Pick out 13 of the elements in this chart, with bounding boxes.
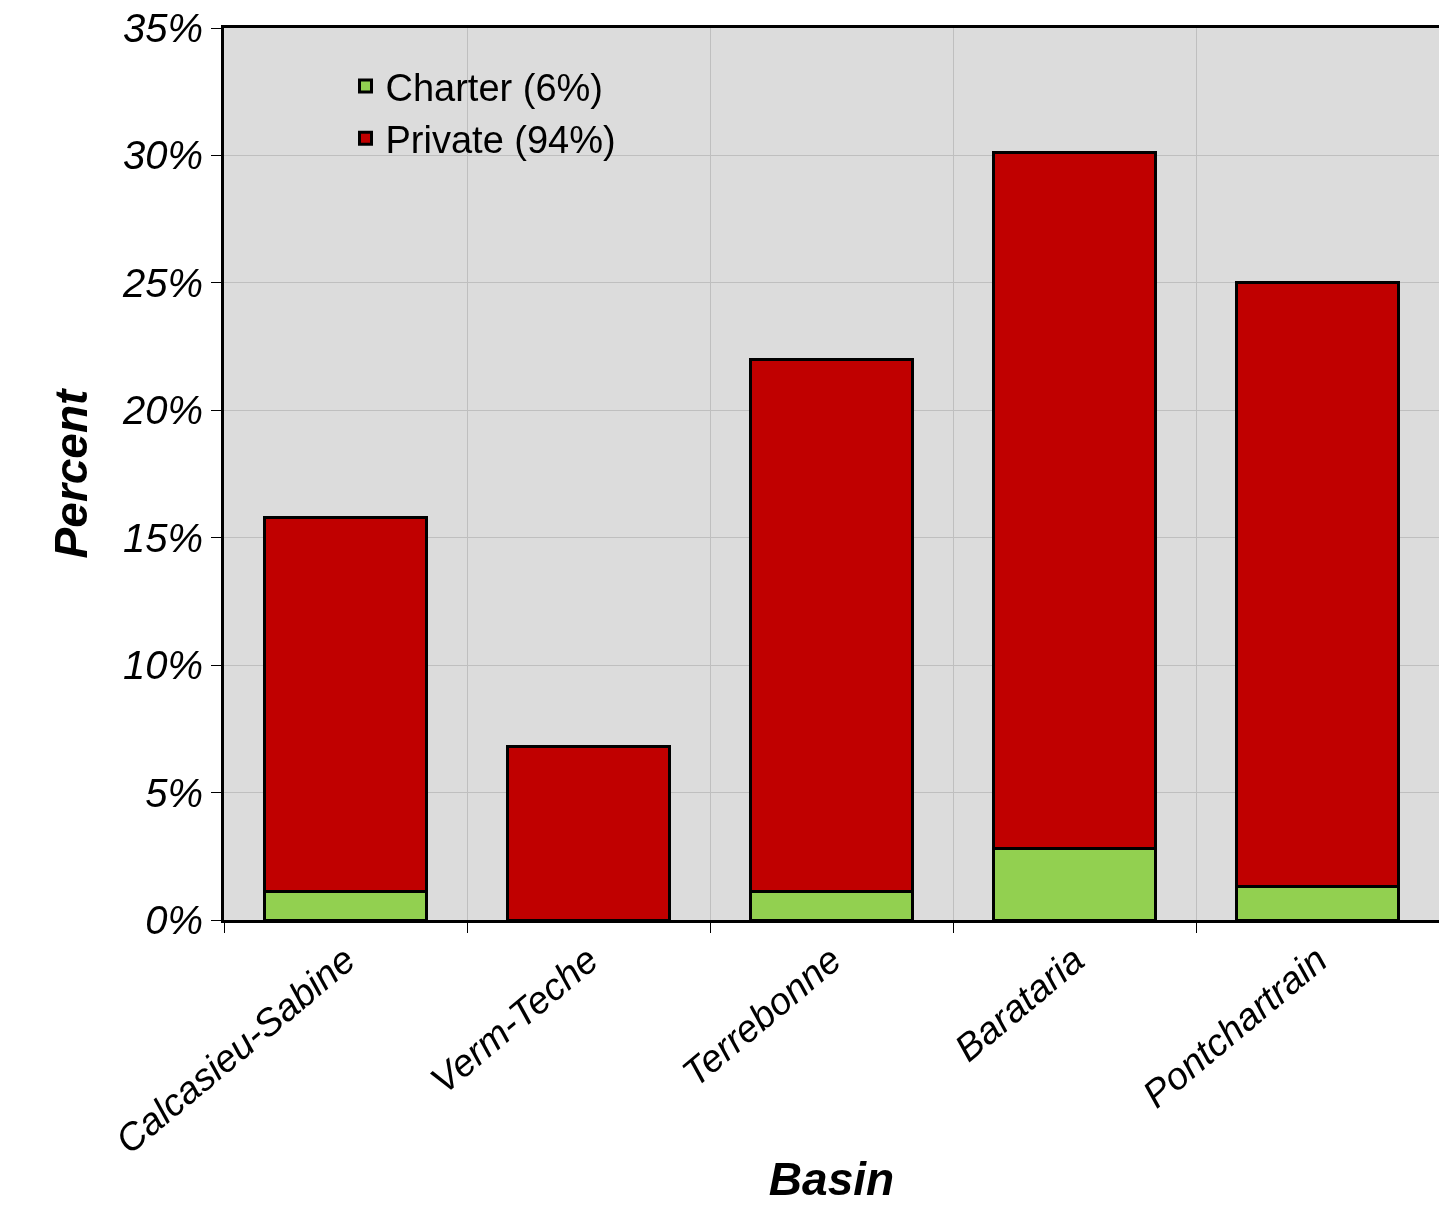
y-tick-label: 10% — [122, 643, 203, 688]
y-tick-label: 0% — [145, 898, 203, 942]
legend-label: Charter (6%) — [385, 66, 603, 109]
y-tick-label: 35% — [122, 6, 203, 50]
y-tick-label: 20% — [121, 388, 203, 433]
x-axis-title: Basin — [768, 1153, 895, 1205]
y-axis-title: Percent — [45, 387, 98, 559]
legend-label: Private (94%) — [385, 119, 616, 162]
y-tick-label: 25% — [121, 260, 203, 305]
y-tick-label: 15% — [122, 515, 203, 560]
y-tick-label: 5% — [145, 770, 203, 815]
y-tick-label: 30% — [122, 133, 203, 178]
bar — [505, 745, 672, 920]
